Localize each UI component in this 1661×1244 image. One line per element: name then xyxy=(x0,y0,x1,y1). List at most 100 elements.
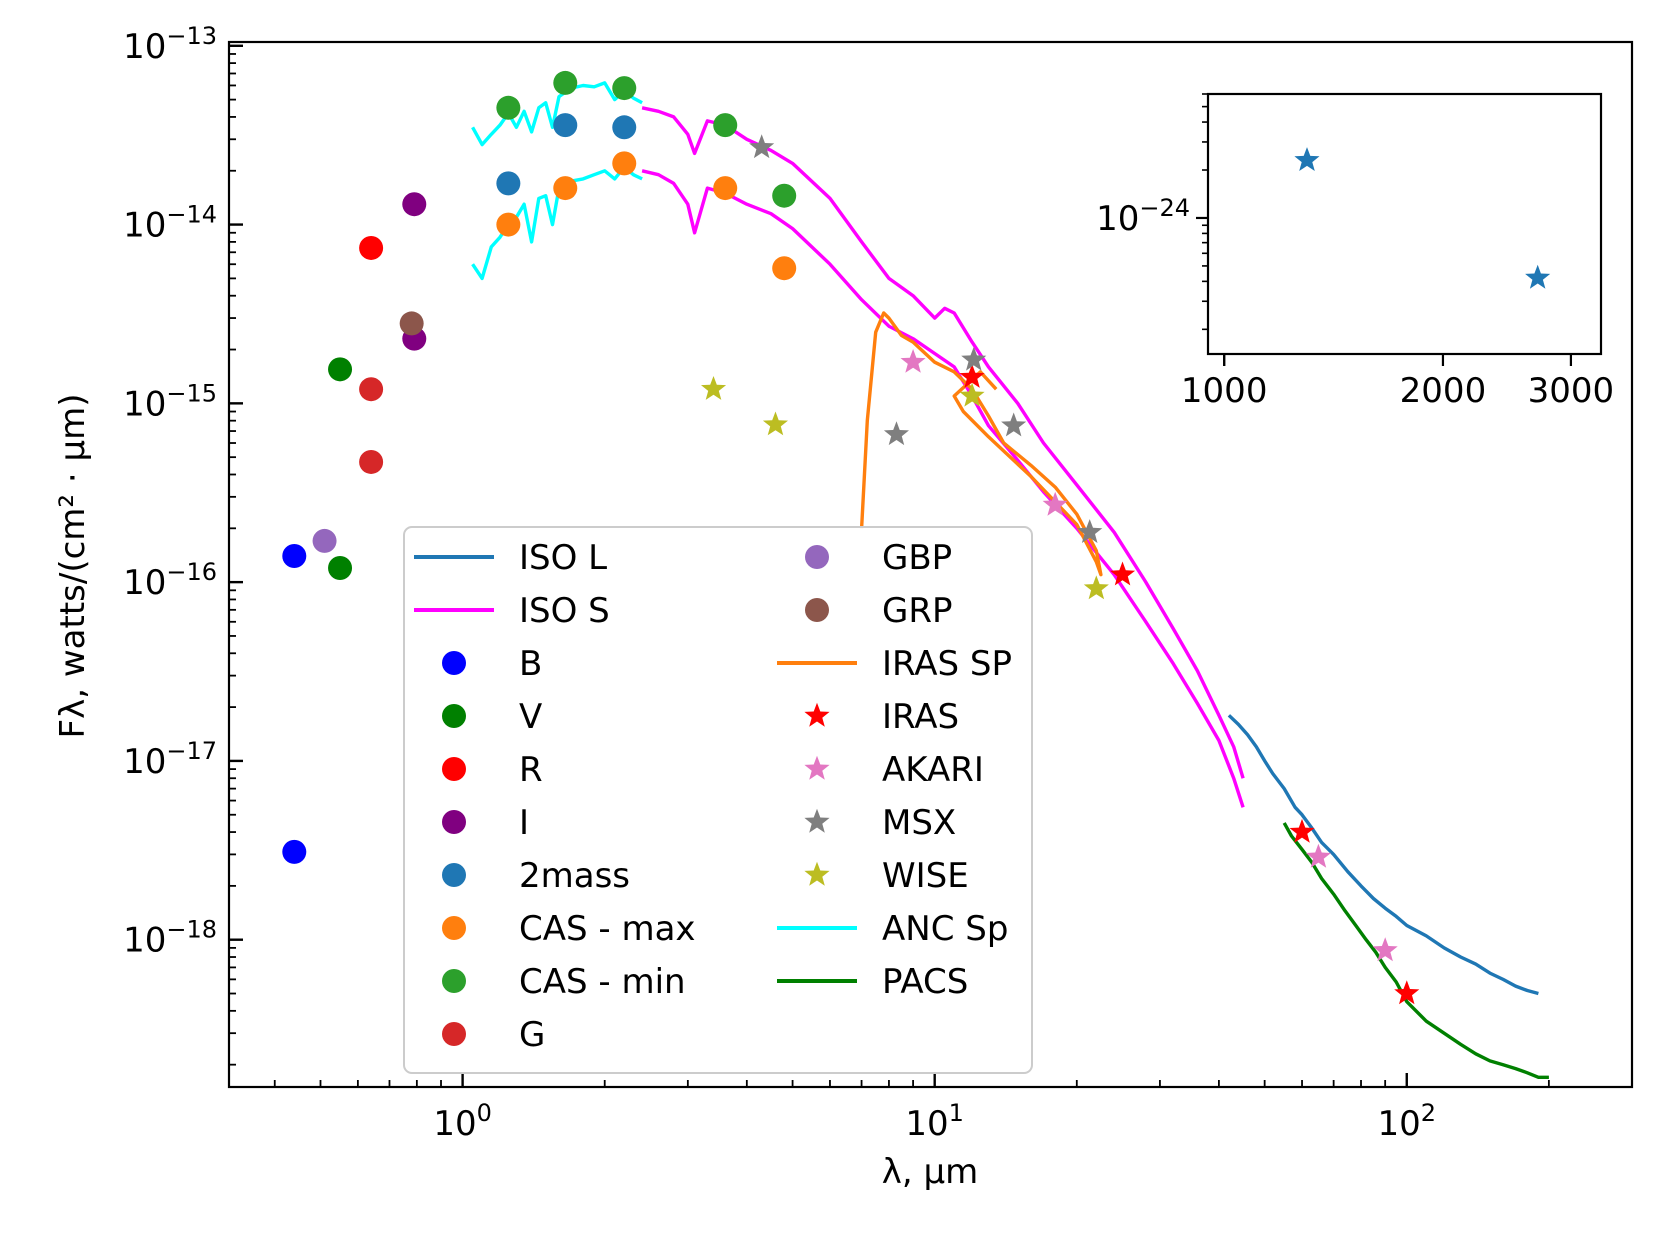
data-point-v xyxy=(328,555,353,580)
legend-iras-label: IRAS xyxy=(882,697,959,737)
data-point-cas-max xyxy=(553,176,578,201)
inset-series-layer xyxy=(1294,147,1551,289)
y-axis-label: Fλ, watts/(cm² · μm) xyxy=(53,394,93,739)
data-point-akari xyxy=(900,349,926,373)
data-point-cas-max xyxy=(772,256,797,281)
legend-iso-s: ISO S xyxy=(414,591,610,631)
data-point-wise xyxy=(762,411,788,436)
x-tick-label: 100 xyxy=(433,1099,492,1144)
legend-cas-max: CAS - max xyxy=(442,909,696,949)
inset-y-tick-label: 10−24 xyxy=(1096,194,1190,239)
data-point-msx xyxy=(961,346,987,371)
data-point-msx xyxy=(1077,519,1103,543)
data-point-msx xyxy=(749,134,775,159)
data-point-v xyxy=(328,357,353,382)
inset-data-point xyxy=(1525,264,1551,289)
legend-cas-max-label: CAS - max xyxy=(519,909,696,949)
legend-i-swatch xyxy=(442,810,466,834)
data-point-2mass xyxy=(553,113,578,138)
legend-gbp-swatch xyxy=(805,545,829,569)
series-line-anc-sp xyxy=(471,81,643,147)
data-point-r xyxy=(359,235,384,260)
data-point-cas-min xyxy=(496,95,521,120)
x-tick-label: 102 xyxy=(1377,1099,1436,1144)
legend-v-swatch xyxy=(442,704,466,728)
series-line-iras-sp xyxy=(859,311,1103,577)
legend-gbp: GBP xyxy=(805,538,952,578)
legend-g-label: G xyxy=(519,1015,545,1055)
data-point-grp xyxy=(399,311,424,336)
data-point-gbp xyxy=(312,528,337,553)
legend-grp-label: GRP xyxy=(882,591,952,631)
legend-iras: IRAS xyxy=(804,697,959,737)
data-point-g xyxy=(359,449,384,474)
data-point-msx xyxy=(883,421,909,446)
data-point-cas-min xyxy=(713,113,738,138)
series-line-iso-l xyxy=(1227,714,1539,996)
y-tick-label: 10−16 xyxy=(123,558,217,603)
series-line-iso-s xyxy=(641,169,1245,808)
legend-msx: MSX xyxy=(804,803,956,843)
legend-iras-sp-label: IRAS SP xyxy=(882,644,1012,684)
data-point-b xyxy=(282,544,307,569)
legend-pacs-label: PACS xyxy=(882,962,968,1002)
legend-box xyxy=(403,526,1033,1074)
legend-2mass-label: 2mass xyxy=(519,856,630,896)
legend-g-swatch xyxy=(442,1022,466,1046)
legend-v: V xyxy=(442,697,542,737)
series-line-iso-s xyxy=(641,106,1245,779)
inset-x-tick-label: 2000 xyxy=(1400,371,1487,411)
x-axis-label: λ, μm xyxy=(882,1152,979,1192)
legend-b-swatch xyxy=(442,651,466,675)
inset-x-tick-label: 3000 xyxy=(1528,371,1615,411)
legend-i: I xyxy=(442,803,529,843)
data-point-akari xyxy=(1372,937,1398,962)
series-line-anc-sp xyxy=(471,165,643,281)
main-plot-frame xyxy=(227,40,1634,1089)
legend-b-label: B xyxy=(519,644,542,684)
data-point-b xyxy=(282,839,307,864)
data-point-akari xyxy=(1305,843,1331,868)
legend-r: R xyxy=(442,750,543,790)
legend-iso-s-label: ISO S xyxy=(519,591,610,631)
legend-2mass-swatch xyxy=(442,863,466,887)
main-axis-ticks xyxy=(229,44,1633,1087)
legend-akari: AKARI xyxy=(804,750,984,790)
legend-wise-swatch xyxy=(804,861,830,886)
legend-iras-sp: IRAS SP xyxy=(777,644,1012,684)
data-point-cas-max xyxy=(713,176,738,201)
data-point-cas-min xyxy=(772,183,797,208)
data-point-cas-max xyxy=(612,151,637,176)
legend-anc-sp: ANC Sp xyxy=(777,909,1008,949)
legend-grp-swatch xyxy=(805,598,829,622)
data-point-2mass xyxy=(612,115,637,140)
x-tick-label: 101 xyxy=(905,1099,964,1144)
data-point-i xyxy=(402,192,427,217)
y-tick-label: 10−14 xyxy=(123,201,217,246)
inset-plot-frame xyxy=(1206,92,1603,356)
legend-msx-label: MSX xyxy=(882,803,956,843)
data-point-akari xyxy=(1042,491,1068,516)
legend-cas-max-swatch xyxy=(442,916,466,940)
legend-iras-swatch xyxy=(804,702,830,727)
main-plot: 100 101 10210−1310−1410−1510−1610−1710−18 … xyxy=(53,22,1634,1192)
legend-b: B xyxy=(442,644,542,684)
data-point-cas-min xyxy=(553,70,578,95)
legend-grp: GRP xyxy=(805,591,952,631)
inset-plot: 1000 2000 3000 10−24 xyxy=(1096,92,1615,411)
legend-pacs: PACS xyxy=(777,962,968,1002)
main-series-layer xyxy=(282,70,1549,1080)
data-point-wise xyxy=(701,376,727,400)
legend-gbp-label: GBP xyxy=(882,538,952,578)
legend-iso-l: ISO L xyxy=(414,538,607,578)
data-point-wise xyxy=(959,382,985,407)
legend-cas-min: CAS - min xyxy=(442,962,686,1002)
legend-2mass: 2mass xyxy=(442,856,630,896)
data-point-2mass xyxy=(496,171,521,196)
legend-wise: WISE xyxy=(804,856,969,896)
y-tick-label: 10−17 xyxy=(123,737,217,782)
data-point-iras xyxy=(1394,980,1420,1005)
